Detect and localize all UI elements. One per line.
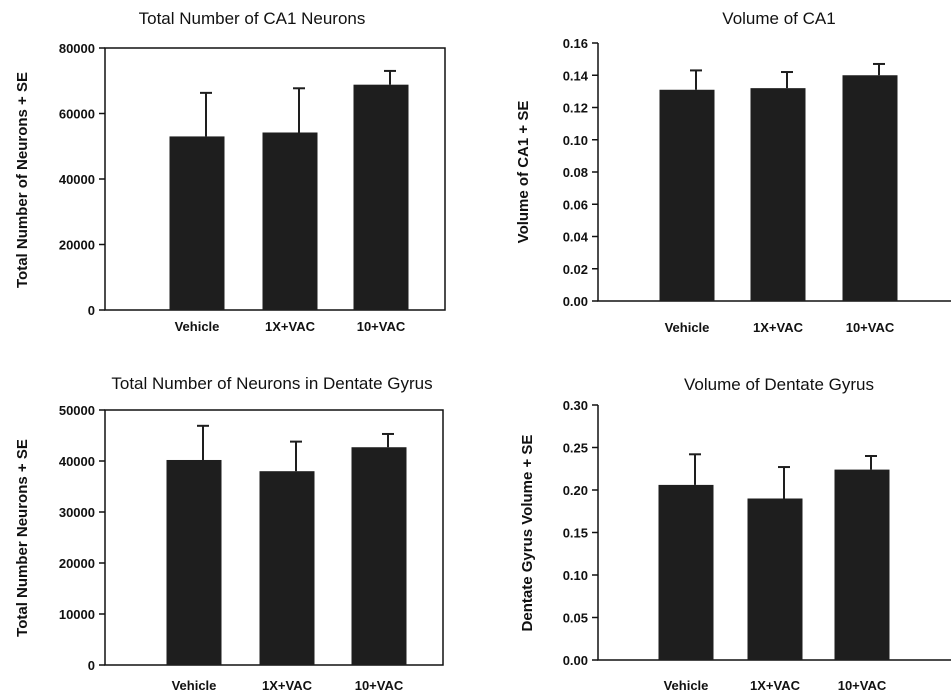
y-tick-label: 10000 bbox=[59, 607, 95, 622]
bar-vehicle bbox=[658, 484, 714, 660]
y-tick-label: 80000 bbox=[59, 41, 95, 56]
x-tick-label: Vehicle bbox=[172, 678, 217, 693]
y-axis-ticks: 0 10000 20000 30000 40000 50000 bbox=[59, 403, 105, 673]
y-tick-label: 0.10 bbox=[563, 568, 588, 583]
bar-10-vac bbox=[353, 84, 409, 311]
x-tick-label: 1X+VAC bbox=[750, 678, 801, 693]
y-tick-label: 0.00 bbox=[563, 653, 588, 668]
chart-panel-dg-neurons: Total Number of Neurons in Dentate Gyrus… bbox=[14, 374, 444, 693]
bars bbox=[166, 424, 407, 665]
plot-frame bbox=[104, 47, 446, 311]
x-tick-label: 10+VAC bbox=[357, 319, 406, 334]
bar-vehicle bbox=[169, 136, 225, 310]
y-axis-label: Total Number Neurons + SE bbox=[14, 439, 31, 637]
y-tick-label: 0.15 bbox=[563, 526, 588, 541]
y-tick-label: 30000 bbox=[59, 505, 95, 520]
x-tick-label: Vehicle bbox=[175, 319, 220, 334]
chart-title: Volume of Dentate Gyrus bbox=[684, 375, 874, 394]
bar-1x-vac bbox=[259, 471, 315, 665]
y-tick-label: 0.05 bbox=[563, 611, 588, 626]
x-tick-label: Vehicle bbox=[664, 678, 709, 693]
chart-panel-ca1-volume: Volume of CA1 Volume of CA1 + SE 0.000.0… bbox=[515, 9, 951, 335]
y-tick-label: 0.30 bbox=[563, 398, 588, 413]
y-tick-label: 50000 bbox=[59, 403, 95, 418]
x-axis-categories: Vehicle 1X+VAC 10+VAC bbox=[172, 678, 404, 693]
y-tick-label: 0.10 bbox=[563, 133, 588, 148]
x-axis-categories: Vehicle 1X+VAC 10+VAC bbox=[175, 319, 406, 334]
y-tick-label: 0.04 bbox=[563, 230, 589, 245]
y-axis-ticks: 0.00 0.05 0.10 0.15 0.20 0.25 0.30 bbox=[563, 398, 598, 668]
bar-vehicle bbox=[166, 459, 222, 665]
x-tick-label: 1X+VAC bbox=[753, 320, 804, 335]
bars bbox=[658, 453, 890, 660]
y-axis-label: Volume of CA1 + SE bbox=[515, 101, 532, 244]
plot-frame bbox=[104, 409, 444, 666]
y-tick-label: 20000 bbox=[59, 238, 95, 253]
x-axis-categories: Vehicle 1X+VAC 10+VAC bbox=[664, 678, 887, 693]
x-tick-label: 10+VAC bbox=[355, 678, 404, 693]
y-tick-label: 0 bbox=[88, 303, 95, 318]
y-tick-label: 20000 bbox=[59, 556, 95, 571]
chart-title: Total Number of Neurons in Dentate Gyrus bbox=[111, 374, 432, 393]
y-tick-label: 0.25 bbox=[563, 441, 588, 456]
x-tick-label: 1X+VAC bbox=[265, 319, 316, 334]
y-tick-label: 0.16 bbox=[563, 36, 588, 51]
y-tick-label: 0.12 bbox=[563, 101, 588, 116]
chart-title: Volume of CA1 bbox=[722, 9, 835, 28]
bar-1x-vac bbox=[747, 498, 803, 660]
bar-10-vac bbox=[842, 75, 898, 301]
y-tick-label: 60000 bbox=[59, 107, 95, 122]
bar-1x-vac bbox=[262, 132, 318, 310]
x-tick-label: 10+VAC bbox=[846, 320, 895, 335]
y-tick-label: 0.02 bbox=[563, 262, 588, 277]
y-tick-label: 0.00 bbox=[563, 294, 588, 309]
y-tick-label: 40000 bbox=[59, 172, 95, 187]
y-axis-ticks: 0.00 0.02 0.04 0.06 0.08 0.10 0.12 0.14 0.16 bbox=[563, 36, 598, 309]
bars bbox=[659, 62, 898, 302]
x-tick-label: Vehicle bbox=[665, 320, 710, 335]
y-tick-label: 0.06 bbox=[563, 197, 588, 212]
bar-10-vac bbox=[351, 447, 407, 665]
bar-10-vac bbox=[834, 469, 890, 660]
bar-1x-vac bbox=[750, 88, 806, 302]
x-tick-label: 10+VAC bbox=[838, 678, 887, 693]
bar-vehicle bbox=[659, 89, 715, 301]
y-tick-label: 40000 bbox=[59, 454, 95, 469]
y-tick-label: 0.20 bbox=[563, 483, 588, 498]
chart-title: Total Number of CA1 Neurons bbox=[139, 9, 366, 28]
chart-panel-ca1-neurons: Total Number of CA1 Neurons Total Number… bbox=[14, 9, 446, 334]
y-axis-label: Dentate Gyrus Volume + SE bbox=[519, 435, 536, 632]
x-axis-categories: Vehicle 1X+VAC 10+VAC bbox=[665, 320, 895, 335]
y-axis-label: Total Number of Neurons + SE bbox=[14, 72, 31, 288]
chart-panel-dg-volume: Volume of Dentate Gyrus Dentate Gyrus Vo… bbox=[519, 375, 951, 693]
y-tick-label: 0.08 bbox=[563, 165, 588, 180]
y-tick-label: 0 bbox=[88, 658, 95, 673]
y-tick-label: 0.14 bbox=[563, 68, 589, 83]
x-tick-label: 1X+VAC bbox=[262, 678, 313, 693]
bars bbox=[169, 69, 409, 311]
y-axis-ticks: 0 20000 40000 60000 80000 bbox=[59, 41, 105, 318]
